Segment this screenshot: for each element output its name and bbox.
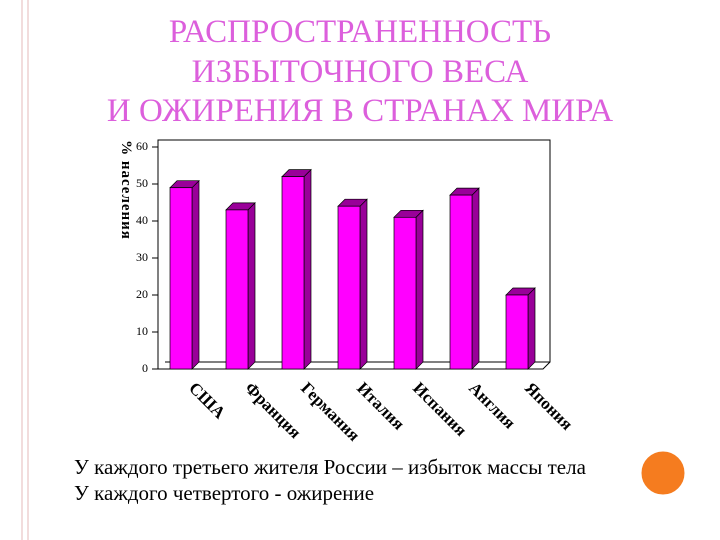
x-tick-label: Италия	[353, 378, 408, 433]
bar-side	[527, 287, 536, 370]
y-axis-label: % населения	[118, 140, 134, 240]
bar-side	[247, 202, 256, 370]
bar-front	[449, 194, 473, 370]
x-tick-label: Франция	[241, 378, 305, 442]
note: У каждого третьего жителя России – избыт…	[74, 455, 587, 479]
bar	[449, 187, 480, 370]
bar	[337, 198, 368, 370]
bar-front	[225, 209, 249, 370]
title-line: ИЗБЫТОЧНОГО ВЕСА	[192, 54, 529, 90]
decor-circle	[638, 448, 688, 498]
bar	[393, 209, 424, 370]
bar	[169, 179, 200, 370]
bar	[281, 168, 312, 370]
y-tick-label: 30	[136, 250, 148, 264]
bar-side	[191, 179, 200, 370]
bar-front	[281, 176, 305, 370]
bar	[505, 287, 536, 370]
bar-side	[303, 168, 312, 370]
title-line: РАСПРОСТРАНЕННОСТЬ	[169, 14, 551, 50]
bar-front	[169, 187, 193, 370]
x-tick-label: Япония	[521, 378, 576, 433]
y-tick-label: 10	[136, 324, 148, 338]
y-tick-label: 60	[136, 139, 148, 153]
bar-front	[337, 205, 361, 370]
title-line: И ОЖИРЕНИЯ В СТРАНАХ МИРА	[107, 93, 613, 129]
x-tick-label: США	[185, 378, 230, 423]
y-tick-label: 40	[136, 213, 148, 227]
x-tick-label: Англия	[465, 378, 519, 432]
y-tick-label: 20	[136, 287, 148, 301]
bar-side	[415, 209, 424, 370]
bar-front	[393, 216, 417, 370]
x-tick-label: Испания	[409, 378, 470, 439]
note: У каждого четвертого - ожирение	[74, 481, 374, 505]
y-tick-label: 50	[136, 176, 148, 190]
bar-side	[359, 198, 368, 370]
bar-side	[471, 187, 480, 370]
y-tick-label: 0	[142, 361, 148, 375]
bar-front	[505, 294, 529, 370]
bar	[225, 202, 256, 370]
x-tick-label: Германия	[297, 378, 363, 444]
